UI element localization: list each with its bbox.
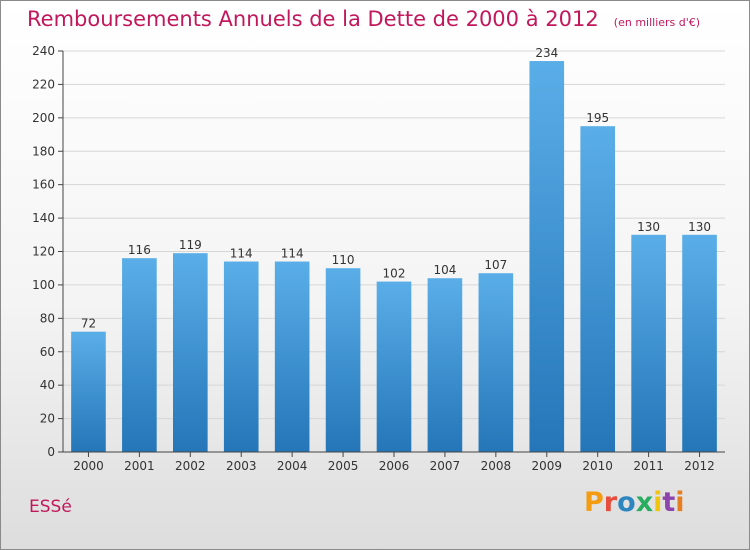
value-label-2010: 195 [586,111,609,125]
value-label-2001: 116 [128,243,151,257]
value-label-2007: 104 [433,263,456,277]
y-tick-label: 200 [32,111,55,125]
brand-letter: P [584,487,604,518]
y-tick-label: 240 [32,44,55,58]
y-tick-label: 20 [40,412,55,426]
x-tick-label-2001: 2001 [124,459,155,473]
bar-2008 [478,273,514,452]
value-label-2008: 107 [484,258,507,272]
y-tick-label: 220 [32,77,55,91]
y-tick-label: 100 [32,278,55,292]
value-label-2006: 102 [383,267,406,281]
title-row: Remboursements Annuels de la Dette de 20… [27,7,700,31]
bar-2000 [71,331,106,452]
x-tick-label-2000: 2000 [73,459,104,473]
x-tick-label-2012: 2012 [684,459,715,473]
y-tick-label: 180 [32,144,55,158]
y-tick-label: 140 [32,211,55,225]
x-tick-label-2005: 2005 [328,459,359,473]
value-label-2012: 130 [688,220,711,234]
x-tick-label-2007: 2007 [430,459,461,473]
bar-2011 [631,234,666,452]
bar-2009 [529,61,565,453]
bar-2002 [172,253,208,452]
x-tick-label-2009: 2009 [531,459,562,473]
bar-2012 [682,234,717,452]
bar-2010 [580,126,616,452]
x-tick-label-2006: 2006 [379,459,410,473]
bar-2006 [376,281,412,452]
bar-2003 [223,261,259,452]
bar-2001 [122,258,157,452]
bars-layer [71,61,717,453]
brand-letter: i [675,487,685,518]
y-tick-label: 160 [32,178,55,192]
value-label-2003: 114 [230,247,253,261]
x-tick-label-2002: 2002 [175,459,206,473]
bar-2005 [325,268,361,452]
value-label-2000: 72 [81,317,96,331]
y-tick-label: 0 [47,445,55,459]
labels-layer: 72 116 119 114 114 110 102 104 107 234 195 130 130 [81,46,711,331]
value-label-2011: 130 [637,220,660,234]
x-tick-label-2008: 2008 [481,459,512,473]
x-tick-label-2011: 2011 [633,459,664,473]
brand-letter: o [617,487,636,518]
y-tick-label: 60 [40,345,55,359]
bar-2007 [427,278,463,452]
x-tick-label-2010: 2010 [582,459,613,473]
value-label-2002: 119 [179,238,202,252]
x-tick-label-2004: 2004 [277,459,308,473]
brand-letter: i [653,487,663,518]
brand-letter: r [603,487,618,518]
chart-subtitle: (en milliers d'€) [613,16,701,29]
x-tick-label-2003: 2003 [226,459,257,473]
bar-2004 [274,261,310,452]
axis-layer: 0 20 40 60 80 100 120 140 160 180 200 220 240 2000 200… [32,44,725,473]
y-tick-label: 80 [40,311,55,325]
brand-letter: x [635,487,654,518]
commune-name: ESSé [29,497,72,517]
y-tick-label: 120 [32,245,55,259]
value-label-2005: 110 [332,253,355,267]
chart-title: Remboursements Annuels de la Dette de 20… [27,7,599,31]
y-tick-label: 40 [40,378,55,392]
value-label-2009: 234 [535,46,558,60]
proxiti-logo: Proxiti [584,487,685,518]
brand-letter: t [662,487,676,518]
value-label-2004: 114 [281,247,304,261]
